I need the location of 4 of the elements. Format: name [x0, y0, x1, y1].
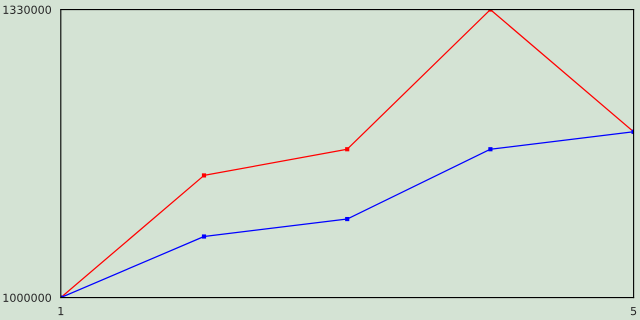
y-tick-label: 1000000 — [4, 294, 52, 302]
y-tick-label: 1330000 — [4, 6, 52, 14]
x-tick-label: 1 — [58, 306, 64, 316]
x-tick-label: 5 — [630, 306, 636, 316]
